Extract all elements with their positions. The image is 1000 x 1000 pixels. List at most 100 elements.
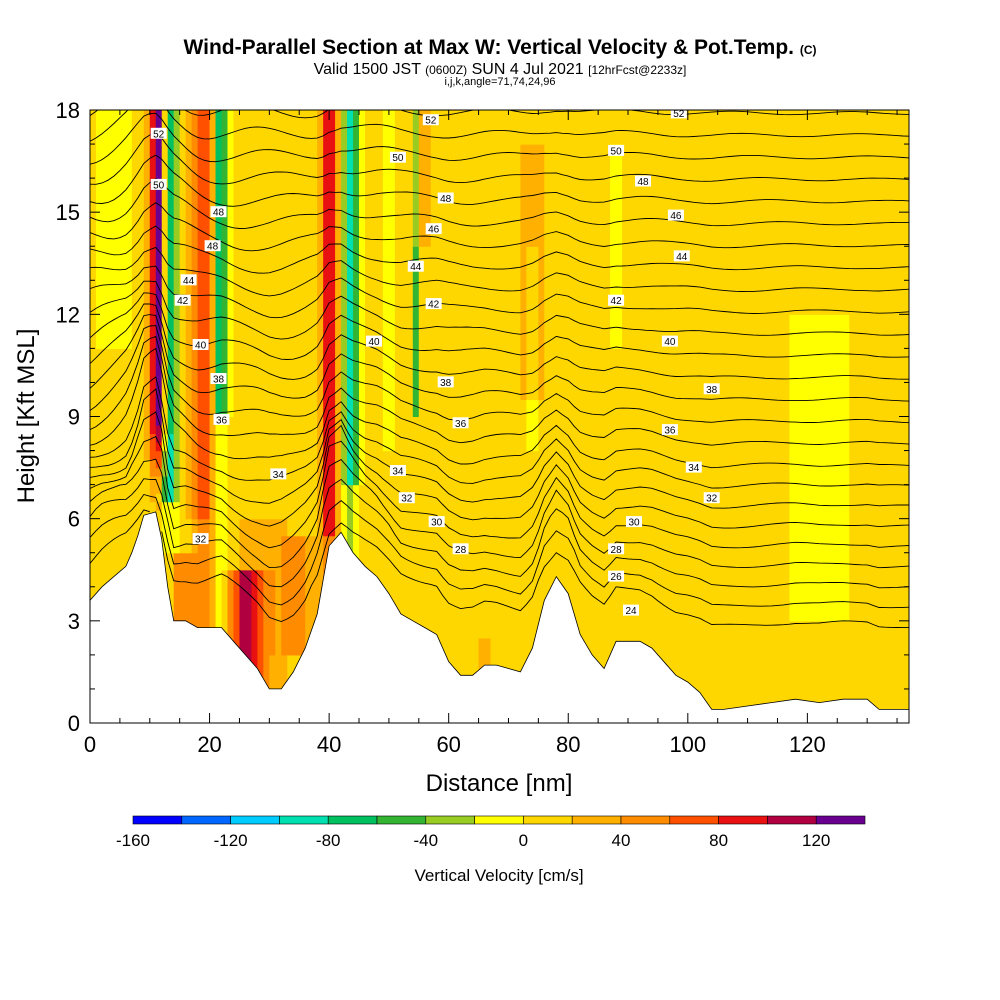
- w-cell: [173, 365, 181, 375]
- w-cell: [113, 365, 121, 375]
- w-cell: [155, 425, 163, 435]
- w-cell: [209, 348, 217, 358]
- w-cell: [460, 246, 468, 256]
- w-cell: [364, 407, 372, 418]
- w-cell: [418, 365, 426, 375]
- w-cell: [149, 254, 157, 264]
- w-cell: [287, 663, 294, 673]
- w-cell: [406, 195, 414, 205]
- w-cell: [167, 510, 175, 520]
- w-cell: [359, 237, 366, 247]
- w-cell: [454, 263, 462, 273]
- w-cell: [239, 646, 247, 656]
- w-cell: [484, 433, 492, 443]
- w-cell: [388, 390, 396, 401]
- w-cell: [394, 484, 402, 494]
- w-cell: [502, 612, 510, 622]
- w-cell: [436, 161, 444, 171]
- w-cell: [311, 348, 318, 358]
- w-cell: [424, 459, 432, 469]
- w-cell: [329, 186, 336, 196]
- w-cell: [257, 663, 264, 673]
- w-cell: [341, 425, 348, 435]
- w-cell: [101, 288, 109, 298]
- w-cell: [239, 186, 247, 196]
- w-cell: [412, 527, 420, 537]
- w-cell: [197, 263, 205, 273]
- w-cell: [95, 127, 103, 137]
- w-cell: [442, 110, 450, 120]
- w-cell: [347, 152, 354, 162]
- w-cell: [101, 484, 109, 494]
- w-cell: [442, 314, 450, 324]
- w-cell: [191, 135, 199, 145]
- w-cell: [436, 467, 444, 477]
- w-cell: [376, 501, 384, 511]
- w-cell: [448, 603, 456, 613]
- w-cell: [466, 237, 474, 247]
- w-cell: [329, 135, 336, 145]
- w-cell: [251, 416, 258, 426]
- w-cell: [406, 442, 414, 452]
- w-cell: [454, 237, 462, 247]
- w-cell: [215, 186, 223, 196]
- w-cell: [460, 229, 468, 239]
- w-cell: [221, 552, 229, 562]
- w-cell: [269, 501, 276, 511]
- w-cell: [347, 518, 354, 528]
- w-cell: [341, 373, 348, 384]
- w-cell: [251, 586, 258, 596]
- w-cell: [460, 263, 468, 273]
- w-cell: [251, 612, 258, 622]
- w-cell: [173, 271, 181, 281]
- w-cell: [293, 373, 300, 384]
- w-cell: [113, 135, 121, 145]
- w-cell: [287, 348, 294, 358]
- w-cell: [143, 152, 151, 162]
- w-cell: [119, 510, 127, 520]
- w-cell: [107, 339, 115, 349]
- w-cell: [460, 450, 468, 460]
- w-cell: [370, 407, 378, 418]
- w-cell: [305, 552, 312, 562]
- w-cell: [185, 110, 193, 120]
- w-cell: [125, 297, 133, 307]
- w-cell: [502, 552, 510, 562]
- w-cell: [149, 297, 157, 307]
- w-cell: [293, 620, 300, 630]
- w-cell: [257, 416, 264, 426]
- w-cell: [95, 195, 103, 205]
- w-cell: [113, 203, 121, 213]
- w-cell: [484, 331, 492, 341]
- w-cell: [299, 127, 306, 137]
- w-cell: [370, 535, 378, 545]
- w-cell: [412, 552, 420, 562]
- w-cell: [221, 271, 229, 281]
- w-cell: [406, 144, 414, 154]
- w-cell: [281, 178, 288, 188]
- w-cell: [299, 229, 306, 239]
- w-cell: [173, 510, 181, 520]
- w-cell: [203, 510, 211, 520]
- w-cell: [161, 229, 169, 239]
- w-cell: [137, 246, 145, 256]
- w-cell: [227, 212, 235, 222]
- w-cell: [359, 373, 366, 384]
- w-cell: [466, 484, 474, 494]
- w-cell: [418, 237, 426, 247]
- w-cell: [293, 450, 300, 460]
- w-cell: [173, 186, 181, 196]
- w-cell: [90, 450, 97, 460]
- w-cell: [107, 425, 115, 435]
- w-cell: [143, 161, 151, 171]
- w-cell: [460, 612, 468, 622]
- w-cell: [430, 501, 438, 511]
- w-cell: [394, 246, 402, 256]
- w-cell: [341, 501, 348, 511]
- w-cell: [173, 161, 181, 171]
- w-cell: [472, 382, 480, 392]
- w-cell: [191, 586, 199, 596]
- w-cell: [257, 314, 264, 324]
- w-cell: [90, 416, 97, 426]
- w-cell: [353, 399, 360, 409]
